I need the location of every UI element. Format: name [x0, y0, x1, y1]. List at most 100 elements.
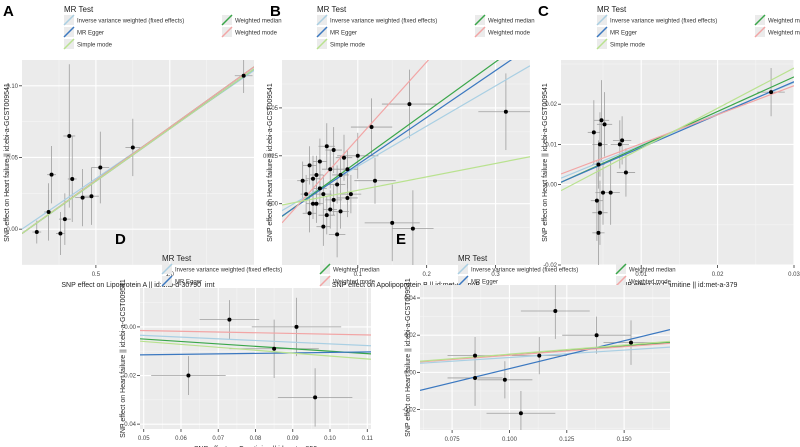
legend-swatch-mode — [319, 275, 331, 287]
x-tick-label: 1.0 — [166, 272, 175, 278]
data-point — [629, 340, 634, 345]
data-point — [355, 153, 360, 158]
legend-swatch-ivw — [596, 14, 608, 26]
legend-label-ivw: Inverse variance weighted (fixed effects… — [77, 19, 184, 25]
data-point — [294, 324, 299, 329]
y-axis-label: SNP effect on Heart failure || id:ebi-a-… — [4, 83, 11, 242]
data-point — [537, 353, 542, 358]
x-tick-label: 0.10 — [324, 436, 336, 442]
data-point — [313, 395, 318, 400]
legend-label-egger: MR Egger — [175, 280, 202, 286]
legend-swatch-mode — [615, 275, 627, 287]
legend-label-mode: Weighted mode — [488, 31, 531, 37]
x-tick-label: 0.01 — [635, 272, 647, 278]
legend-title: MR Test — [317, 5, 347, 14]
regression-line-simple — [22, 68, 254, 234]
legend-label-mode: Weighted mode — [629, 280, 672, 286]
x-tick-label: 0.125 — [559, 437, 575, 443]
data-point — [227, 317, 232, 322]
data-point — [345, 195, 350, 200]
legend-swatch-median — [319, 263, 331, 275]
data-point — [311, 176, 315, 181]
legend-label-ivw: Inverse variance weighted (fixed effects… — [471, 268, 578, 274]
x-tick-label: 0.150 — [617, 437, 633, 443]
regression-line-median — [282, 60, 500, 217]
data-point — [503, 109, 508, 114]
data-point — [331, 148, 336, 153]
x-axis-label: SNP effect on Apolipoprotein B || id:met… — [332, 282, 480, 289]
plot-background — [22, 60, 254, 265]
data-point — [314, 172, 319, 177]
y-tick-label: 0.00 — [545, 183, 557, 189]
y-axis-label: SNP effect on Heart failure || id:ebi-a-… — [267, 83, 274, 242]
data-point — [67, 133, 72, 138]
data-point — [596, 162, 601, 167]
gridlines — [22, 60, 254, 265]
legend-swatch-egger — [63, 26, 75, 38]
y-tick-label: 0.00 — [6, 227, 18, 233]
y-tick-label: 0.00 — [124, 325, 136, 331]
legend: MR Test Inverse variance weighted (fixed … — [316, 5, 535, 50]
data-point — [473, 353, 478, 358]
data-point — [602, 122, 607, 127]
y-tick-label: -0.02 — [402, 408, 416, 414]
data-point — [338, 209, 343, 214]
data-point — [300, 178, 305, 183]
data-point — [186, 373, 191, 378]
data-point — [58, 231, 63, 236]
legend-label-simple: Simple mode — [330, 43, 366, 49]
data-point — [328, 167, 333, 172]
data-point — [769, 90, 774, 95]
data-point — [49, 172, 54, 177]
x-tick-label: 0.11 — [362, 436, 374, 442]
legend-label-ivw: Inverse variance weighted (fixed effects… — [330, 19, 437, 25]
data-point — [553, 309, 558, 314]
panel-label: A — [3, 3, 14, 20]
legend-swatch-median — [474, 14, 486, 26]
y-tick-label: 0.00 — [404, 370, 416, 376]
legend-swatch-simple — [63, 38, 75, 50]
x-axis-label: SNP effect on Lipoprotein A || id:ukb-d-… — [61, 282, 214, 289]
y-tick-label: -0.04 — [122, 422, 136, 428]
regression-line-mode — [282, 60, 430, 224]
data-point — [62, 217, 67, 222]
data-point — [241, 73, 246, 78]
regression-line-ivw — [140, 334, 371, 347]
legend-label-simple: Simple mode — [77, 43, 113, 49]
y-tick-label: 0.05 — [266, 106, 278, 112]
data-point — [345, 167, 350, 172]
data-point — [518, 411, 523, 416]
data-point — [594, 198, 599, 203]
legend-label-simple: Simple mode — [610, 43, 646, 49]
data-point — [594, 333, 599, 338]
data-point — [307, 163, 312, 168]
legend-swatch-simple — [316, 38, 328, 50]
plot-background — [561, 60, 794, 265]
data-point — [599, 118, 604, 123]
x-tick-label: 0.03 — [788, 272, 800, 278]
legend-title: MR Test — [64, 5, 94, 14]
y-axis-label: SNP effect on Heart failure || id:ebi-a-… — [542, 83, 549, 242]
panel-label: C — [538, 3, 549, 20]
legend-swatch-mode — [221, 26, 233, 38]
data-layer — [561, 67, 794, 265]
x-tick-label: 0.075 — [445, 437, 461, 443]
data-point — [46, 209, 51, 214]
legend-swatch-median — [615, 263, 627, 275]
y-tick-label: -0.02 — [122, 374, 136, 380]
data-point — [80, 195, 85, 200]
regression-line-simple — [420, 340, 670, 362]
legend-swatch-mode — [474, 26, 486, 38]
x-tick-label: 0.06 — [175, 436, 187, 442]
regression-line-simple — [140, 340, 371, 360]
regression-line-median — [140, 338, 371, 355]
data-layer — [420, 285, 670, 430]
x-tick-label: 0.1 — [354, 272, 363, 278]
data-point — [321, 224, 326, 229]
legend-swatch-egger — [161, 275, 173, 287]
data-point — [410, 226, 415, 231]
